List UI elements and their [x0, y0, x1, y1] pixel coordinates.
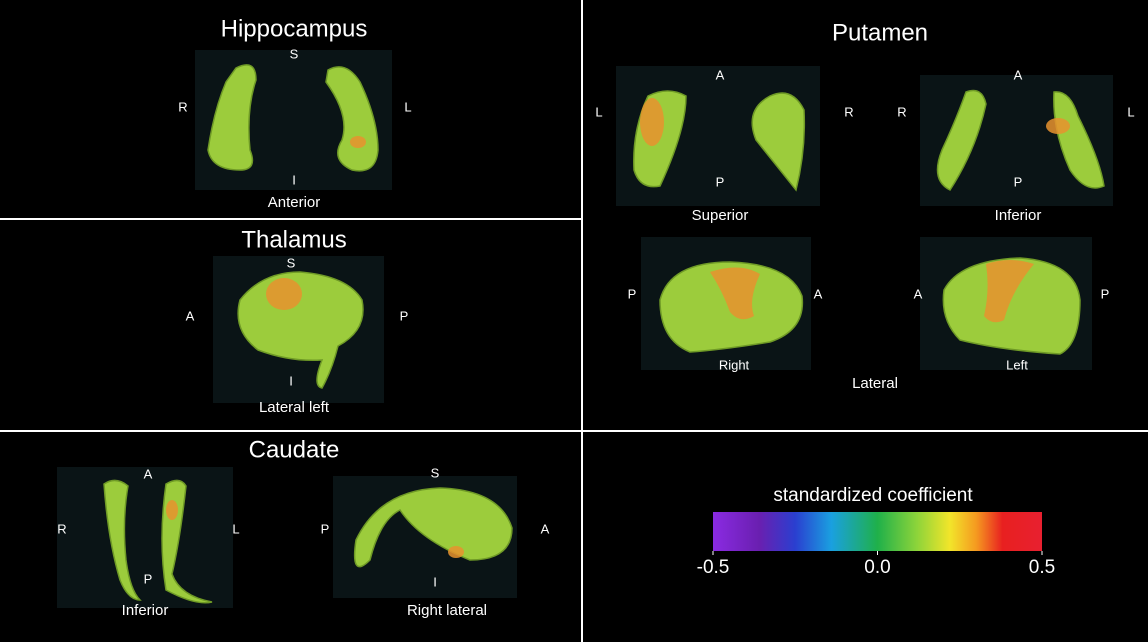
- colorbar-tick-label: 0.5: [1029, 557, 1055, 578]
- orientation-label: A: [914, 286, 923, 301]
- effect-patch: [448, 546, 464, 558]
- orientation-label: L: [232, 521, 239, 536]
- orientation-label: R: [178, 99, 187, 114]
- effect-patch: [350, 136, 366, 148]
- panel-title: Thalamus: [241, 226, 346, 253]
- putamen-inferior: [1053, 91, 1105, 189]
- view-caption: Lateral left: [259, 399, 330, 416]
- orientation-label: A: [814, 286, 823, 301]
- view-caption: Inferior: [122, 602, 169, 619]
- orientation-label: P: [400, 308, 409, 323]
- group-caption: Lateral: [852, 375, 898, 392]
- caudate-right: [103, 479, 142, 601]
- effect-patch: [984, 260, 1034, 323]
- orientation-label: L: [1127, 104, 1134, 119]
- effect-patch: [266, 278, 302, 310]
- putamen-inferior: [936, 89, 987, 191]
- view-caption: Inferior: [995, 207, 1042, 224]
- colorbar-tick-label: 0.0: [864, 557, 890, 578]
- view-caption: Right lateral: [407, 602, 487, 619]
- view-caption: Superior: [692, 207, 749, 224]
- putamen-superior: [751, 92, 806, 192]
- orientation-label: R: [897, 104, 906, 119]
- view-caption: Right: [719, 357, 750, 372]
- orientation-label: A: [716, 67, 725, 82]
- effect-patch: [1046, 118, 1070, 134]
- effect-patch: [640, 98, 664, 146]
- orientation-label: A: [186, 308, 195, 323]
- orientation-label: P: [144, 571, 153, 586]
- orientation-label: P: [321, 521, 330, 536]
- colorbar-tick-label: -0.5: [697, 557, 730, 578]
- orientation-label: P: [628, 286, 637, 301]
- orientation-label: P: [1014, 174, 1023, 189]
- panel-title: Putamen: [832, 19, 928, 46]
- orientation-label: S: [287, 255, 296, 270]
- orientation-label: A: [541, 521, 550, 536]
- orientation-label: I: [292, 172, 296, 187]
- orientation-label: I: [289, 373, 293, 388]
- putamen-lateral: [942, 257, 1081, 355]
- panel-title: Caudate: [249, 436, 340, 463]
- orientation-label: S: [431, 465, 440, 480]
- render-box: [57, 467, 233, 608]
- orientation-label: A: [144, 466, 153, 481]
- view-caption: Left: [1006, 357, 1028, 372]
- orientation-label: P: [1101, 286, 1110, 301]
- orientation-label: L: [404, 99, 411, 114]
- orientation-label: R: [844, 104, 853, 119]
- colorbar-title: standardized coefficient: [773, 485, 973, 506]
- caudate-lateral: [353, 487, 513, 568]
- orientation-label: L: [595, 104, 602, 119]
- orientation-label: P: [716, 174, 725, 189]
- colorbar: [713, 512, 1042, 551]
- view-caption: Anterior: [268, 194, 321, 211]
- panel-title: Hippocampus: [221, 15, 368, 42]
- orientation-label: A: [1014, 67, 1023, 82]
- orientation-label: R: [57, 521, 66, 536]
- effect-patch: [710, 267, 760, 320]
- hippocampus-right: [207, 64, 257, 171]
- orientation-label: S: [290, 46, 299, 61]
- effect-patch: [166, 500, 178, 520]
- orientation-label: I: [433, 574, 437, 589]
